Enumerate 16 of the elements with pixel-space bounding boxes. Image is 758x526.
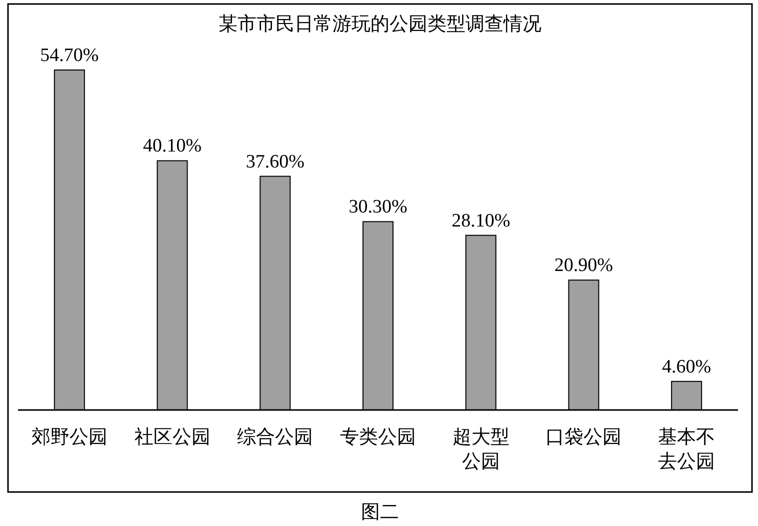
data-label: 37.60% (246, 151, 304, 172)
category: 超大型公园 (452, 427, 510, 473)
category: 郊野公园 (31, 427, 108, 448)
annotation: 图二 (361, 502, 399, 523)
title: 某市市民日常游玩的公园类型调查情况 (218, 14, 542, 35)
data-label: 4.60% (662, 356, 712, 378)
data-label: 28.10% (452, 210, 510, 232)
data-label: 30.30% (348, 196, 408, 218)
category: 专类公园 (340, 427, 416, 448)
category: 综合公园 (237, 427, 314, 448)
data-label: 54.70% (40, 45, 99, 66)
category: 基本不去公园 (658, 427, 716, 473)
category: 口袋公园 (546, 427, 622, 448)
data-label: 40.10% (143, 136, 202, 157)
data-label: 20.90% (554, 255, 613, 276)
category: 社区公园 (134, 427, 210, 448)
